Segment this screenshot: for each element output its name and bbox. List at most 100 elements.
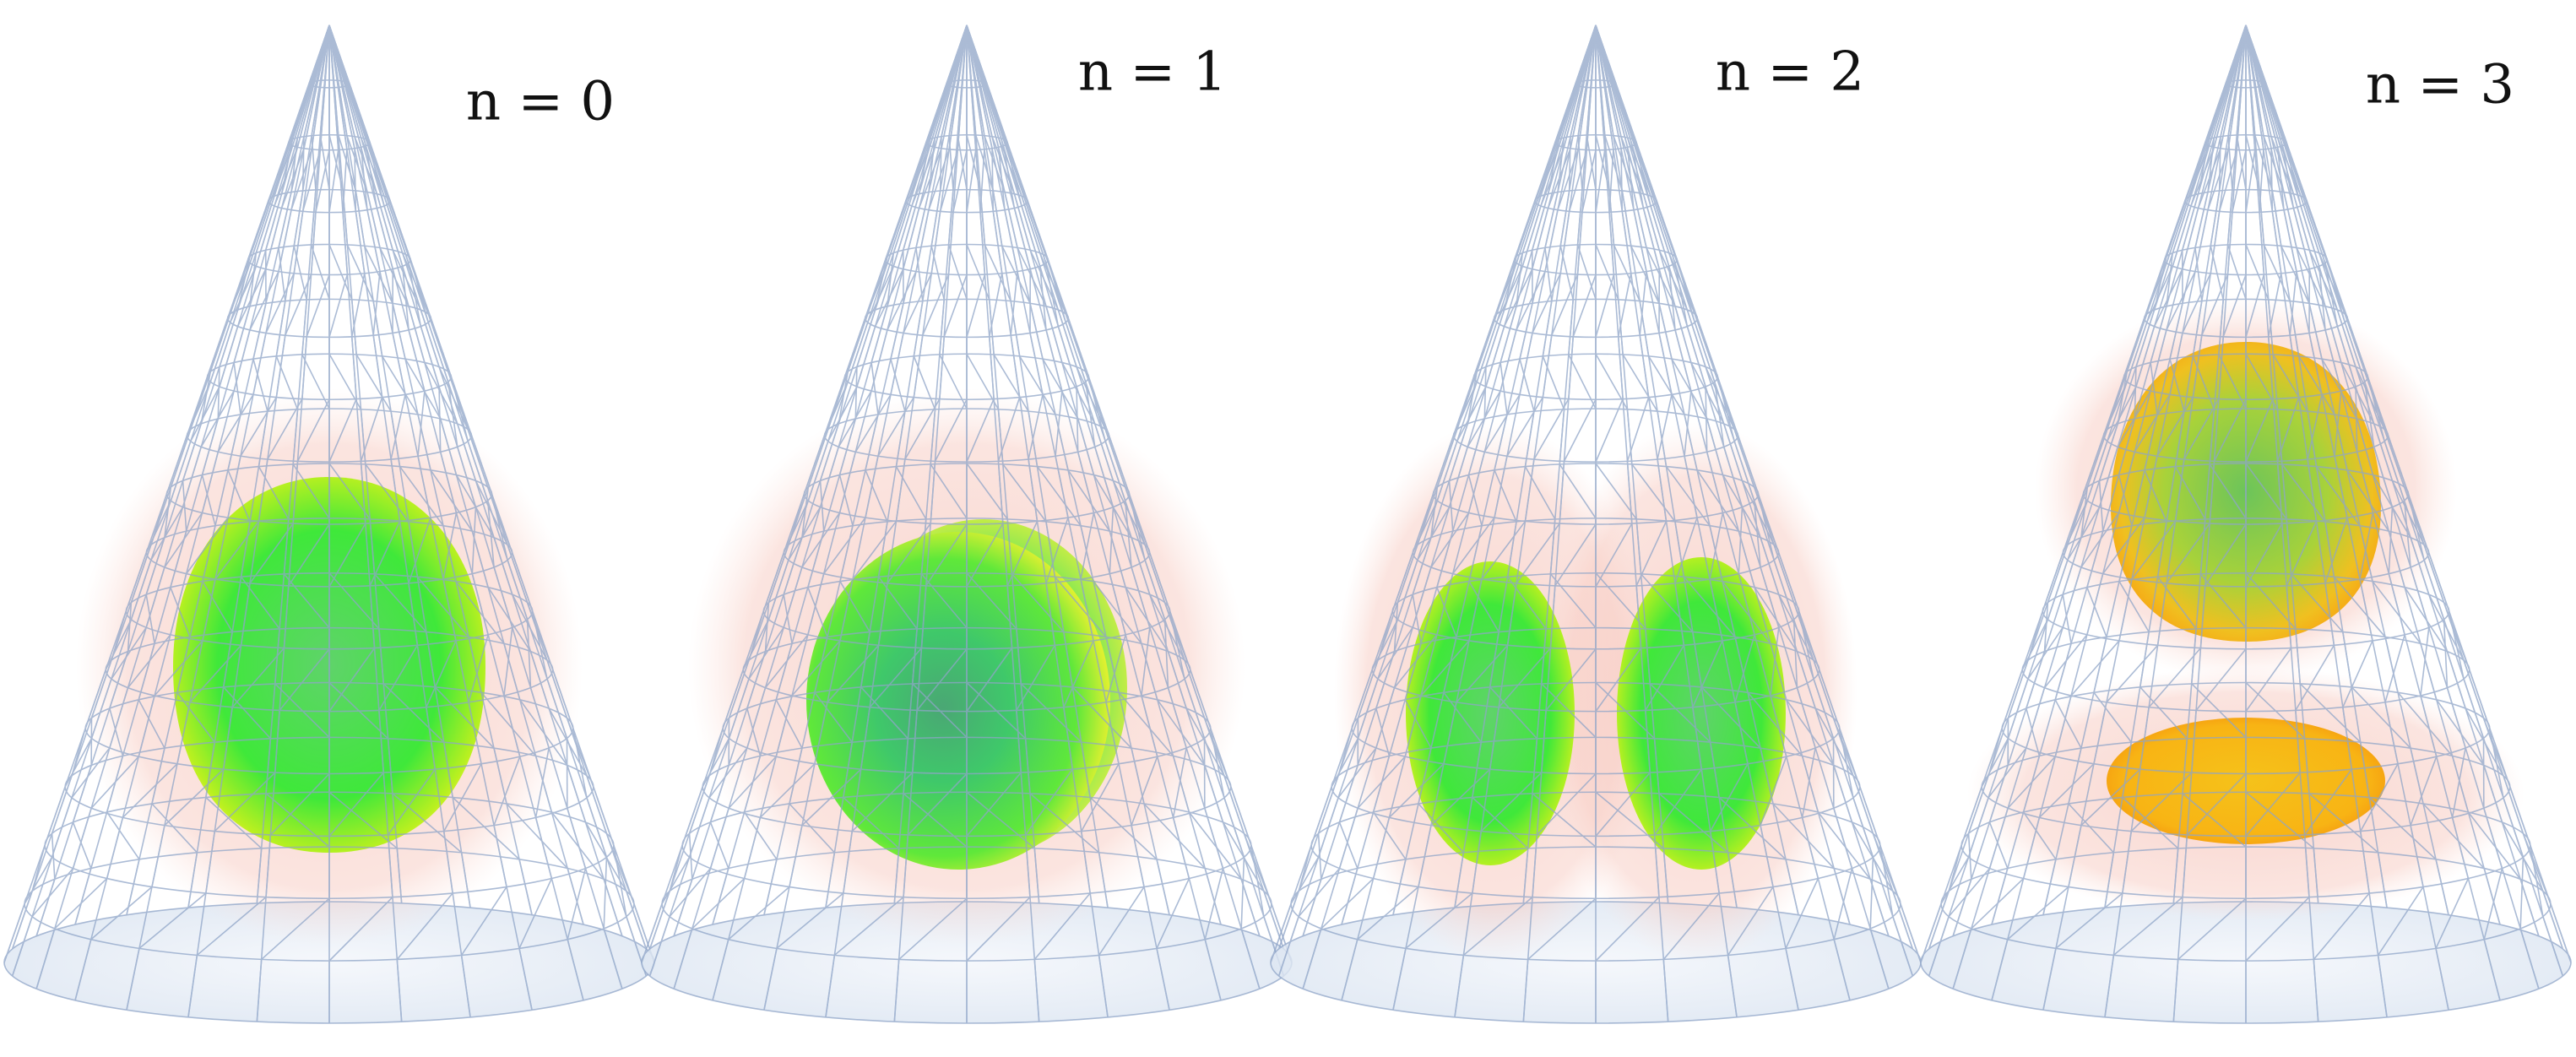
mesh-edge xyxy=(2104,24,2247,1017)
mesh-edge xyxy=(1483,366,1487,420)
mesh-edge xyxy=(275,355,299,410)
mesh-edge xyxy=(1412,594,1422,644)
mesh-edge xyxy=(381,355,419,415)
mesh-edge xyxy=(328,274,349,338)
mesh-edge xyxy=(182,480,187,532)
mesh-edge xyxy=(1981,738,2009,788)
mesh-edge xyxy=(1727,886,1774,956)
mesh-edge xyxy=(2213,398,2247,462)
mesh-edge xyxy=(2263,244,2291,301)
mesh-edge xyxy=(1568,149,1588,212)
mesh-edge xyxy=(1063,640,1094,708)
mesh-edge xyxy=(1709,512,1724,580)
mesh-edge xyxy=(1156,878,1190,949)
mesh-edge xyxy=(404,358,442,420)
mesh-edge xyxy=(1093,581,1142,644)
mesh-edge xyxy=(258,466,290,520)
mesh-edge xyxy=(223,686,271,740)
mesh-edge xyxy=(392,793,463,854)
mesh-edge xyxy=(775,699,803,749)
mesh-edge xyxy=(2205,523,2247,587)
mesh-edge xyxy=(1613,244,1641,301)
mesh-edge xyxy=(1418,803,1464,854)
mesh-edge xyxy=(966,791,1035,849)
mesh-edge xyxy=(426,640,457,708)
mesh-edge xyxy=(2245,24,2564,950)
mesh-edge xyxy=(138,699,165,749)
mesh-edge xyxy=(11,24,330,950)
mesh-edge xyxy=(1532,273,1561,333)
mesh-edge xyxy=(1760,756,1787,826)
mesh-edge xyxy=(2197,138,2210,194)
mesh-edge xyxy=(2144,469,2167,523)
mesh-edge xyxy=(1494,469,1517,523)
mesh-edge xyxy=(1674,517,1698,584)
mesh-edge xyxy=(328,681,389,740)
mesh-edge xyxy=(1372,811,1407,860)
mesh-edge xyxy=(2410,756,2438,826)
mesh-edge xyxy=(898,897,968,961)
mesh-edge xyxy=(1595,24,1890,937)
mesh-edge xyxy=(261,897,330,961)
mesh-edge xyxy=(2122,796,2179,849)
mesh-edge xyxy=(2104,24,2247,908)
mesh-edge xyxy=(648,24,968,977)
mesh-edge xyxy=(105,619,133,670)
mesh-edge xyxy=(966,897,1031,962)
mesh-edge xyxy=(1991,24,2247,925)
mesh-edge xyxy=(1658,793,1729,854)
mesh-edge xyxy=(71,747,111,799)
mesh-edge xyxy=(2134,366,2137,420)
mesh-edge xyxy=(526,619,532,688)
mesh-edge xyxy=(791,640,841,697)
mesh-edge xyxy=(328,24,471,1017)
mesh-edge xyxy=(438,386,442,453)
mesh-edge xyxy=(252,358,268,412)
mesh-edge xyxy=(328,24,403,903)
mesh-edge xyxy=(1337,747,1377,799)
cones: n = 0 n = 1 n = 2 n = 3 xyxy=(3,24,2572,1024)
mesh-edge xyxy=(187,24,330,1017)
mesh-edge xyxy=(2067,507,2101,561)
mesh-edge xyxy=(1928,24,2247,977)
mesh-edge xyxy=(1033,892,1091,960)
mesh-edge xyxy=(1456,644,1509,703)
mesh-edge xyxy=(1028,394,1044,460)
mesh-edge xyxy=(145,500,172,553)
mesh-edge xyxy=(1545,648,1597,711)
mesh-edge xyxy=(296,398,330,462)
cone-panel: n = 3 xyxy=(1920,24,2572,1024)
mesh-edge xyxy=(712,24,968,1001)
mesh-edge xyxy=(1595,681,1656,740)
mesh-edge xyxy=(1452,517,1495,575)
mesh-edge xyxy=(127,602,133,652)
mesh-edge xyxy=(346,135,368,192)
mesh-edge xyxy=(2245,24,2540,989)
mesh-edge xyxy=(240,397,278,457)
mesh-edge xyxy=(1357,886,1419,940)
mesh-edge xyxy=(328,24,623,989)
mesh-edge xyxy=(1595,24,1799,915)
mesh-edge xyxy=(249,523,294,584)
mesh-edge xyxy=(1649,683,1711,743)
mesh-edge xyxy=(280,138,294,194)
mesh-edge xyxy=(2093,691,2132,743)
mesh-edge xyxy=(1557,138,1565,192)
mesh-edge xyxy=(1392,24,1597,1011)
mesh-edge xyxy=(1770,627,1780,697)
mesh-edge xyxy=(860,686,908,740)
mesh-edge xyxy=(2166,523,2210,584)
mesh-edge xyxy=(934,398,968,462)
mesh-edge xyxy=(825,24,968,1017)
mesh-edge xyxy=(2333,576,2386,637)
mesh-edge xyxy=(966,681,1027,740)
panel-label: n = 2 xyxy=(1716,41,1864,104)
mesh-edge xyxy=(267,398,303,460)
mesh-edge xyxy=(966,24,1040,1022)
mesh-edge xyxy=(966,274,986,338)
mesh-edge xyxy=(854,393,892,453)
mesh-edge xyxy=(145,594,155,644)
mesh-edge xyxy=(1029,793,1100,854)
mesh-edge xyxy=(1547,138,1560,194)
